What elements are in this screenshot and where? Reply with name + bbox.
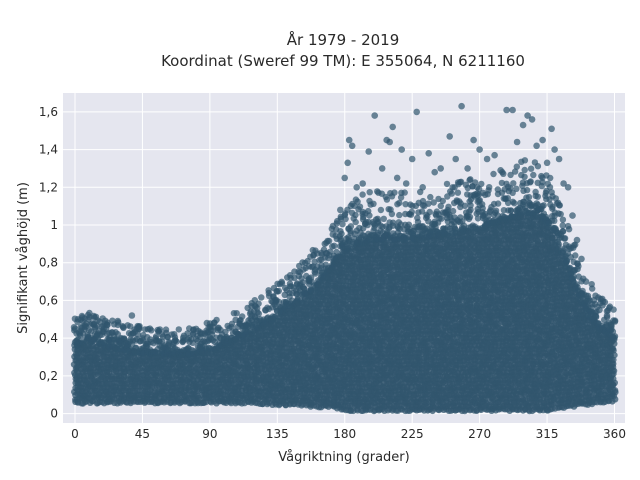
data-point xyxy=(104,321,111,329)
data-point xyxy=(325,237,333,245)
data-point xyxy=(135,325,143,332)
data-point xyxy=(401,189,408,196)
data-point xyxy=(366,189,373,196)
data-point xyxy=(312,247,319,254)
data-point xyxy=(396,211,403,219)
data-point xyxy=(239,313,246,320)
data-point xyxy=(391,189,398,196)
data-point xyxy=(98,331,106,338)
chart-title: År 1979 - 2019 xyxy=(287,30,400,49)
data-point xyxy=(359,191,366,198)
chart-subtitle: Koordinat (Sweref 99 TM): E 355064, N 62… xyxy=(161,52,525,70)
data-point xyxy=(352,218,359,226)
data-point xyxy=(366,212,373,219)
data-point xyxy=(175,326,182,333)
data-point xyxy=(274,288,281,295)
data-point xyxy=(338,230,345,237)
data-point xyxy=(114,321,122,329)
data-points xyxy=(70,102,619,415)
data-point xyxy=(388,210,396,218)
data-point xyxy=(81,323,88,330)
data-point xyxy=(233,310,240,317)
data-point xyxy=(331,242,338,249)
data-point xyxy=(255,310,262,317)
data-point xyxy=(254,305,261,312)
data-point xyxy=(120,335,128,342)
data-point xyxy=(405,221,413,228)
data-point xyxy=(380,215,387,222)
data-point xyxy=(377,206,385,214)
data-point xyxy=(370,200,377,207)
data-point xyxy=(258,294,265,301)
data-point xyxy=(342,215,349,223)
data-point xyxy=(408,208,415,216)
data-point xyxy=(213,316,220,324)
